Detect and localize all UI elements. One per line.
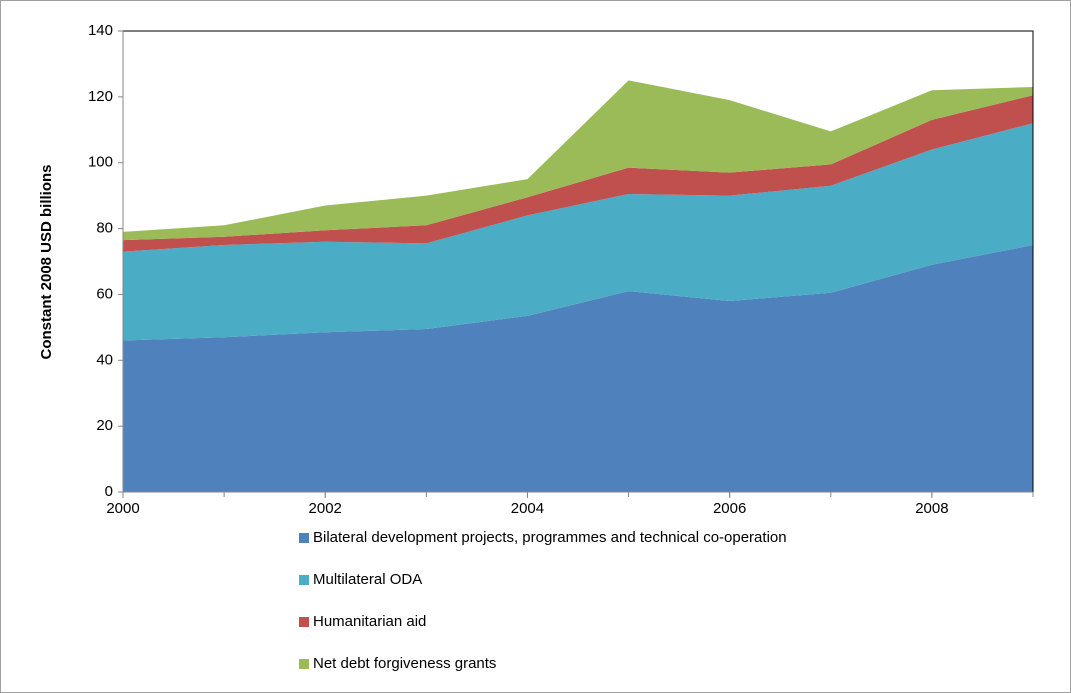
legend-swatch — [299, 533, 309, 543]
y-tick-label: 60 — [96, 285, 113, 302]
legend-label: Bilateral development projects, programm… — [313, 529, 787, 546]
legend-swatch — [299, 659, 309, 669]
legend-label: Humanitarian aid — [313, 613, 426, 630]
x-tick-label: 2006 — [713, 500, 746, 517]
y-tick-label: 40 — [96, 351, 113, 368]
legend-label: Multilateral ODA — [313, 571, 422, 588]
x-tick-label: 2000 — [106, 500, 139, 517]
legend-swatch — [299, 575, 309, 585]
y-tick-label: 20 — [96, 417, 113, 434]
y-tick-label: 120 — [88, 88, 113, 105]
x-tick-label: 2004 — [511, 500, 544, 517]
y-tick-label: 80 — [96, 220, 113, 237]
legend-swatch — [299, 617, 309, 627]
area — [123, 80, 1033, 241]
y-tick-label: 100 — [88, 154, 113, 171]
area — [123, 245, 1033, 492]
y-tick-label: 0 — [105, 483, 113, 500]
legend-label: Net debt forgiveness grants — [313, 655, 496, 672]
x-tick-label: 2002 — [309, 500, 342, 517]
area — [123, 123, 1033, 341]
y-tick-label: 140 — [88, 22, 113, 39]
y-axis-label: Constant 2008 USD billions — [38, 164, 55, 359]
area — [123, 95, 1033, 252]
x-tick-label: 2008 — [915, 500, 948, 517]
